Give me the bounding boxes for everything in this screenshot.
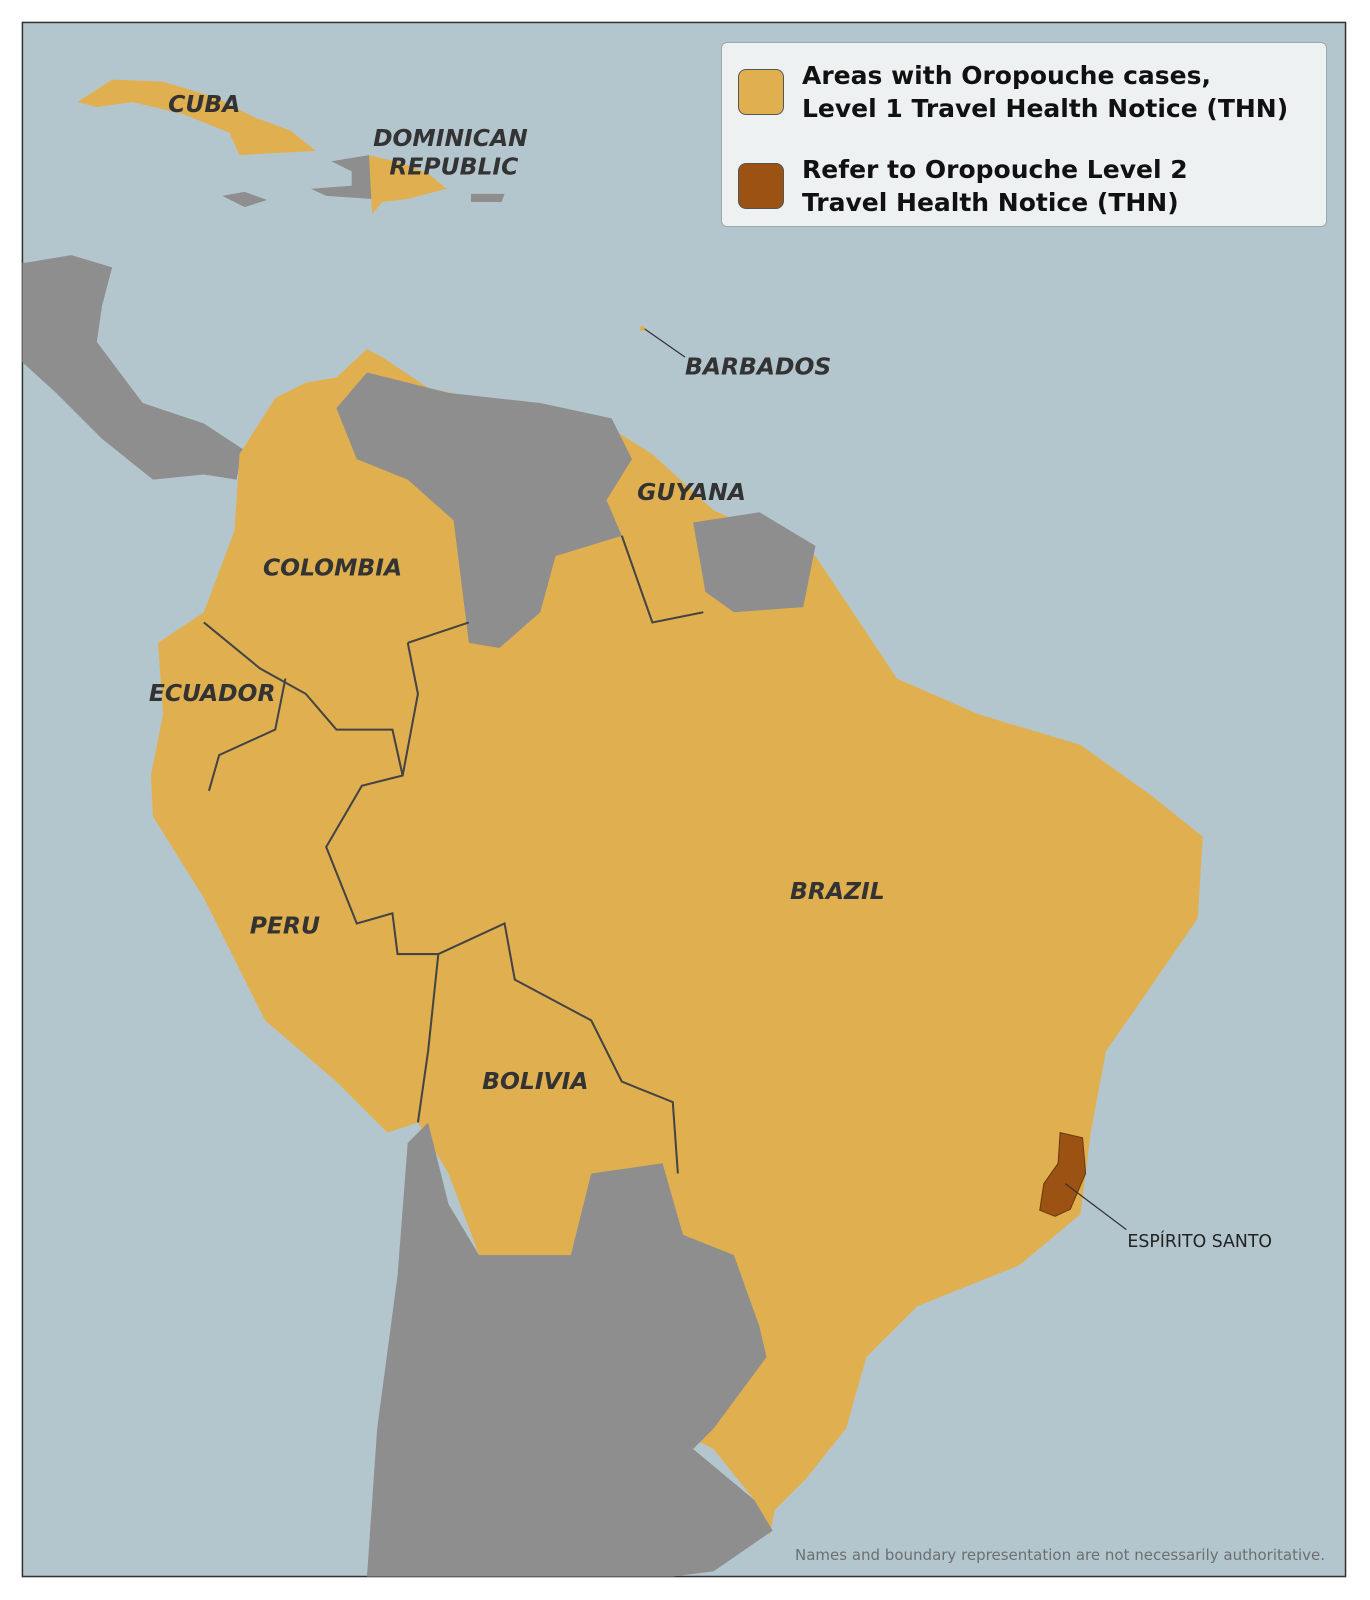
barbados-marker	[639, 326, 645, 332]
legend-line: Level 1 Travel Health Notice (THN)	[802, 94, 1289, 123]
suriname-french-guiana	[693, 512, 816, 613]
barbados-leader	[643, 328, 686, 358]
label-brazil: BRAZIL	[790, 877, 885, 905]
label-dominican-republic-2: REPUBLIC	[389, 152, 518, 180]
legend-text-level1: Areas with Oropouche cases, Level 1 Trav…	[802, 59, 1288, 125]
jamaica	[222, 191, 268, 208]
venezuela	[336, 372, 632, 648]
legend-line: Refer to Oropouche Level 2	[802, 155, 1188, 184]
label-espirito-santo: ESPÍRITO SANTO	[1127, 1230, 1272, 1252]
legend-text-level2: Refer to Oropouche Level 2 Travel Health…	[802, 153, 1188, 219]
label-colombia: COLOMBIA	[263, 553, 402, 581]
legend-line: Travel Health Notice (THN)	[802, 188, 1179, 217]
legend-item-level2: Refer to Oropouche Level 2 Travel Health…	[738, 153, 1188, 219]
espirito-santo-leader	[1064, 1183, 1127, 1231]
central-america	[22, 255, 243, 480]
legend-swatch-level2	[738, 163, 784, 209]
label-dominican-republic-1: DOMINICAN	[373, 124, 528, 152]
label-peru: PERU	[250, 912, 320, 940]
haiti	[310, 155, 373, 199]
country-borders	[203, 535, 704, 1174]
legend-item-level1: Areas with Oropouche cases, Level 1 Trav…	[738, 59, 1288, 125]
label-guyana: GUYANA	[637, 478, 746, 506]
puerto-rico	[470, 193, 505, 203]
southern-cone	[366, 1122, 773, 1577]
level1-region	[150, 348, 1203, 1536]
label-barbados: BARBADOS	[685, 352, 831, 380]
espirito-santo	[1039, 1132, 1087, 1217]
legend: Areas with Oropouche cases, Level 1 Trav…	[721, 42, 1327, 227]
label-ecuador: ECUADOR	[149, 679, 276, 707]
disclaimer: Names and boundary representation are no…	[795, 1546, 1325, 1564]
legend-line: Areas with Oropouche cases,	[802, 61, 1212, 90]
legend-swatch-level1	[738, 69, 784, 115]
dominican-republic	[369, 155, 447, 215]
label-cuba: CUBA	[168, 90, 240, 118]
label-bolivia: BOLIVIA	[482, 1067, 588, 1095]
cuba	[77, 79, 316, 156]
